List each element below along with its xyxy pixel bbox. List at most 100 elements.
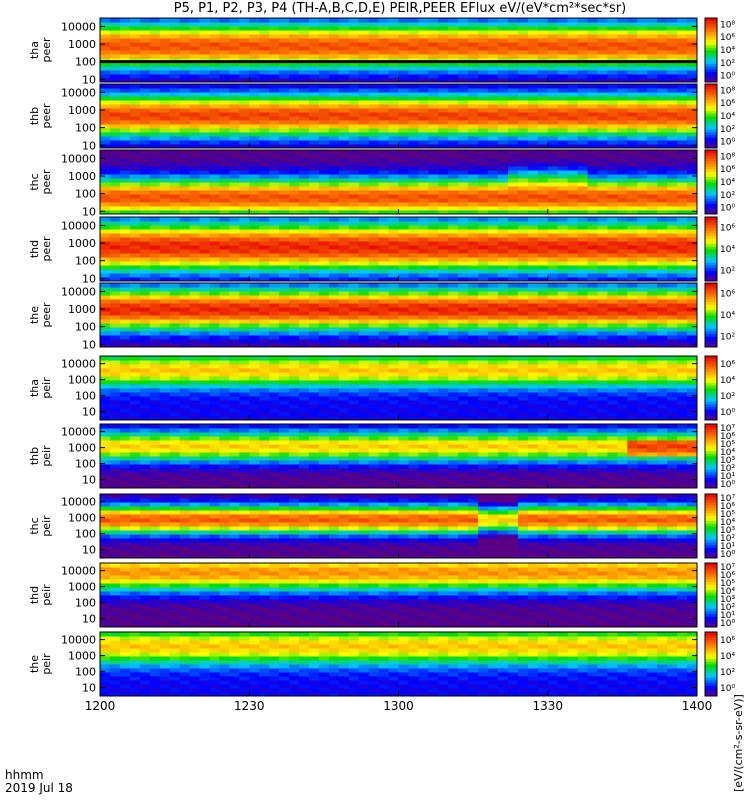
spectrogram-cell xyxy=(657,295,668,300)
spectrogram-cell xyxy=(647,166,658,171)
spectrogram-cell xyxy=(348,174,360,179)
spectrogram-cell xyxy=(259,210,270,215)
spectrogram-cell xyxy=(279,265,290,270)
spectrogram-cell xyxy=(647,154,658,159)
spectrogram-cell xyxy=(657,62,668,67)
spectrogram-cell xyxy=(577,269,589,274)
spectrogram-cell xyxy=(607,311,618,316)
spectrogram-cell xyxy=(199,96,210,101)
spectrogram-cell xyxy=(129,74,141,79)
spectrogram-cell xyxy=(239,331,250,336)
spectrogram-cell xyxy=(239,54,250,59)
spectrogram-cell xyxy=(587,202,598,207)
spectrogram-cell xyxy=(617,283,628,288)
spectrogram-cell xyxy=(219,150,230,155)
spectrogram-cell xyxy=(378,120,390,125)
spectrogram-cell xyxy=(308,237,320,242)
spectrogram-cell xyxy=(458,30,469,35)
spectrogram-cell xyxy=(468,257,479,262)
spectrogram-cell xyxy=(378,132,390,137)
spectrogram-cell xyxy=(637,265,648,270)
spectrogram-cell xyxy=(547,190,559,195)
spectrogram-cell xyxy=(488,50,499,55)
spectrogram-cell xyxy=(627,136,638,141)
spectrogram-cell xyxy=(348,210,360,215)
spectrogram-cell xyxy=(557,42,569,47)
spectrogram-cell xyxy=(239,307,250,312)
spectrogram-cell xyxy=(209,202,220,207)
spectrogram-cell xyxy=(408,30,419,35)
spectrogram-cell xyxy=(438,210,449,215)
spectrogram-cell xyxy=(358,96,370,101)
spectrogram-cell xyxy=(378,182,390,187)
spectrogram-cell xyxy=(129,323,141,328)
spectrogram-cell xyxy=(517,295,529,300)
spectrogram-cell xyxy=(657,54,668,59)
spectrogram-cell xyxy=(547,307,559,312)
spectrogram-cell xyxy=(607,100,618,105)
spectrogram-cell xyxy=(229,283,240,288)
spectrogram-cell xyxy=(239,245,250,250)
colorbar-segment xyxy=(705,132,717,136)
spectrogram-cell xyxy=(527,277,539,282)
spectrogram-cell xyxy=(478,112,489,117)
spectrogram-cell xyxy=(209,315,220,320)
spectrogram-cell xyxy=(537,273,549,278)
spectrogram-cell xyxy=(139,84,151,89)
spectrogram-cell xyxy=(328,38,340,43)
spectrogram-cell xyxy=(637,140,648,145)
spectrogram-cell xyxy=(338,182,350,187)
spectrogram-cell xyxy=(149,166,161,171)
spectrogram-cell xyxy=(199,140,210,145)
colorbar-segment xyxy=(705,184,717,188)
spectrogram-cell xyxy=(667,190,678,195)
spectrogram-cell xyxy=(189,22,200,27)
spectrogram-cell xyxy=(637,150,648,155)
spectrogram-cell xyxy=(299,62,310,67)
spectrogram-cell xyxy=(338,323,350,328)
spectrogram-cell xyxy=(478,182,489,187)
spectrogram-cell xyxy=(348,92,360,97)
spectrogram-cell xyxy=(358,233,370,238)
spectrogram-cell xyxy=(657,26,668,31)
spectrogram-cell xyxy=(448,96,459,101)
spectrogram-cell xyxy=(428,128,439,133)
spectrogram-cell xyxy=(239,253,250,258)
spectrogram-cell xyxy=(338,46,350,51)
spectrogram-cell xyxy=(657,233,668,238)
spectrogram-cell xyxy=(119,100,131,105)
spectrogram-cell xyxy=(677,128,688,133)
spectrogram-cell xyxy=(617,186,628,191)
spectrogram-cell xyxy=(299,198,310,203)
spectrogram-cell xyxy=(129,50,141,55)
spectrogram-cell xyxy=(219,116,230,121)
spectrogram-cell xyxy=(219,78,230,83)
spectrogram-cell xyxy=(189,277,200,282)
spectrogram-cell xyxy=(199,54,210,59)
spectrogram-cell xyxy=(129,339,141,344)
spectrogram-cell xyxy=(209,70,220,75)
spectrogram-cell xyxy=(189,339,200,344)
spectrogram-cell xyxy=(388,265,399,270)
spectrogram-cell xyxy=(577,327,589,332)
spectrogram-cell xyxy=(139,136,151,141)
spectrogram-cell xyxy=(100,229,111,234)
spectrogram-cell xyxy=(547,88,559,93)
spectrogram-cell xyxy=(348,295,360,300)
spectrogram-cell xyxy=(308,303,320,308)
spectrogram-cell xyxy=(199,132,210,137)
spectrogram-cell xyxy=(577,287,589,292)
spectrogram-cell xyxy=(657,343,668,348)
spectrogram-cell xyxy=(179,38,191,43)
spectrogram-cell xyxy=(229,34,240,39)
spectrogram-cell xyxy=(229,198,240,203)
spectrogram-cell xyxy=(408,261,419,266)
spectrogram-cell xyxy=(478,186,489,191)
spectrogram-cell xyxy=(418,343,429,348)
spectrogram-cell xyxy=(299,96,310,101)
spectrogram-cell xyxy=(557,116,569,121)
spectrogram-cell xyxy=(169,194,181,199)
spectrogram-cell xyxy=(109,96,121,101)
spectrogram-cell xyxy=(189,170,200,175)
spectrogram-cell xyxy=(189,253,200,258)
